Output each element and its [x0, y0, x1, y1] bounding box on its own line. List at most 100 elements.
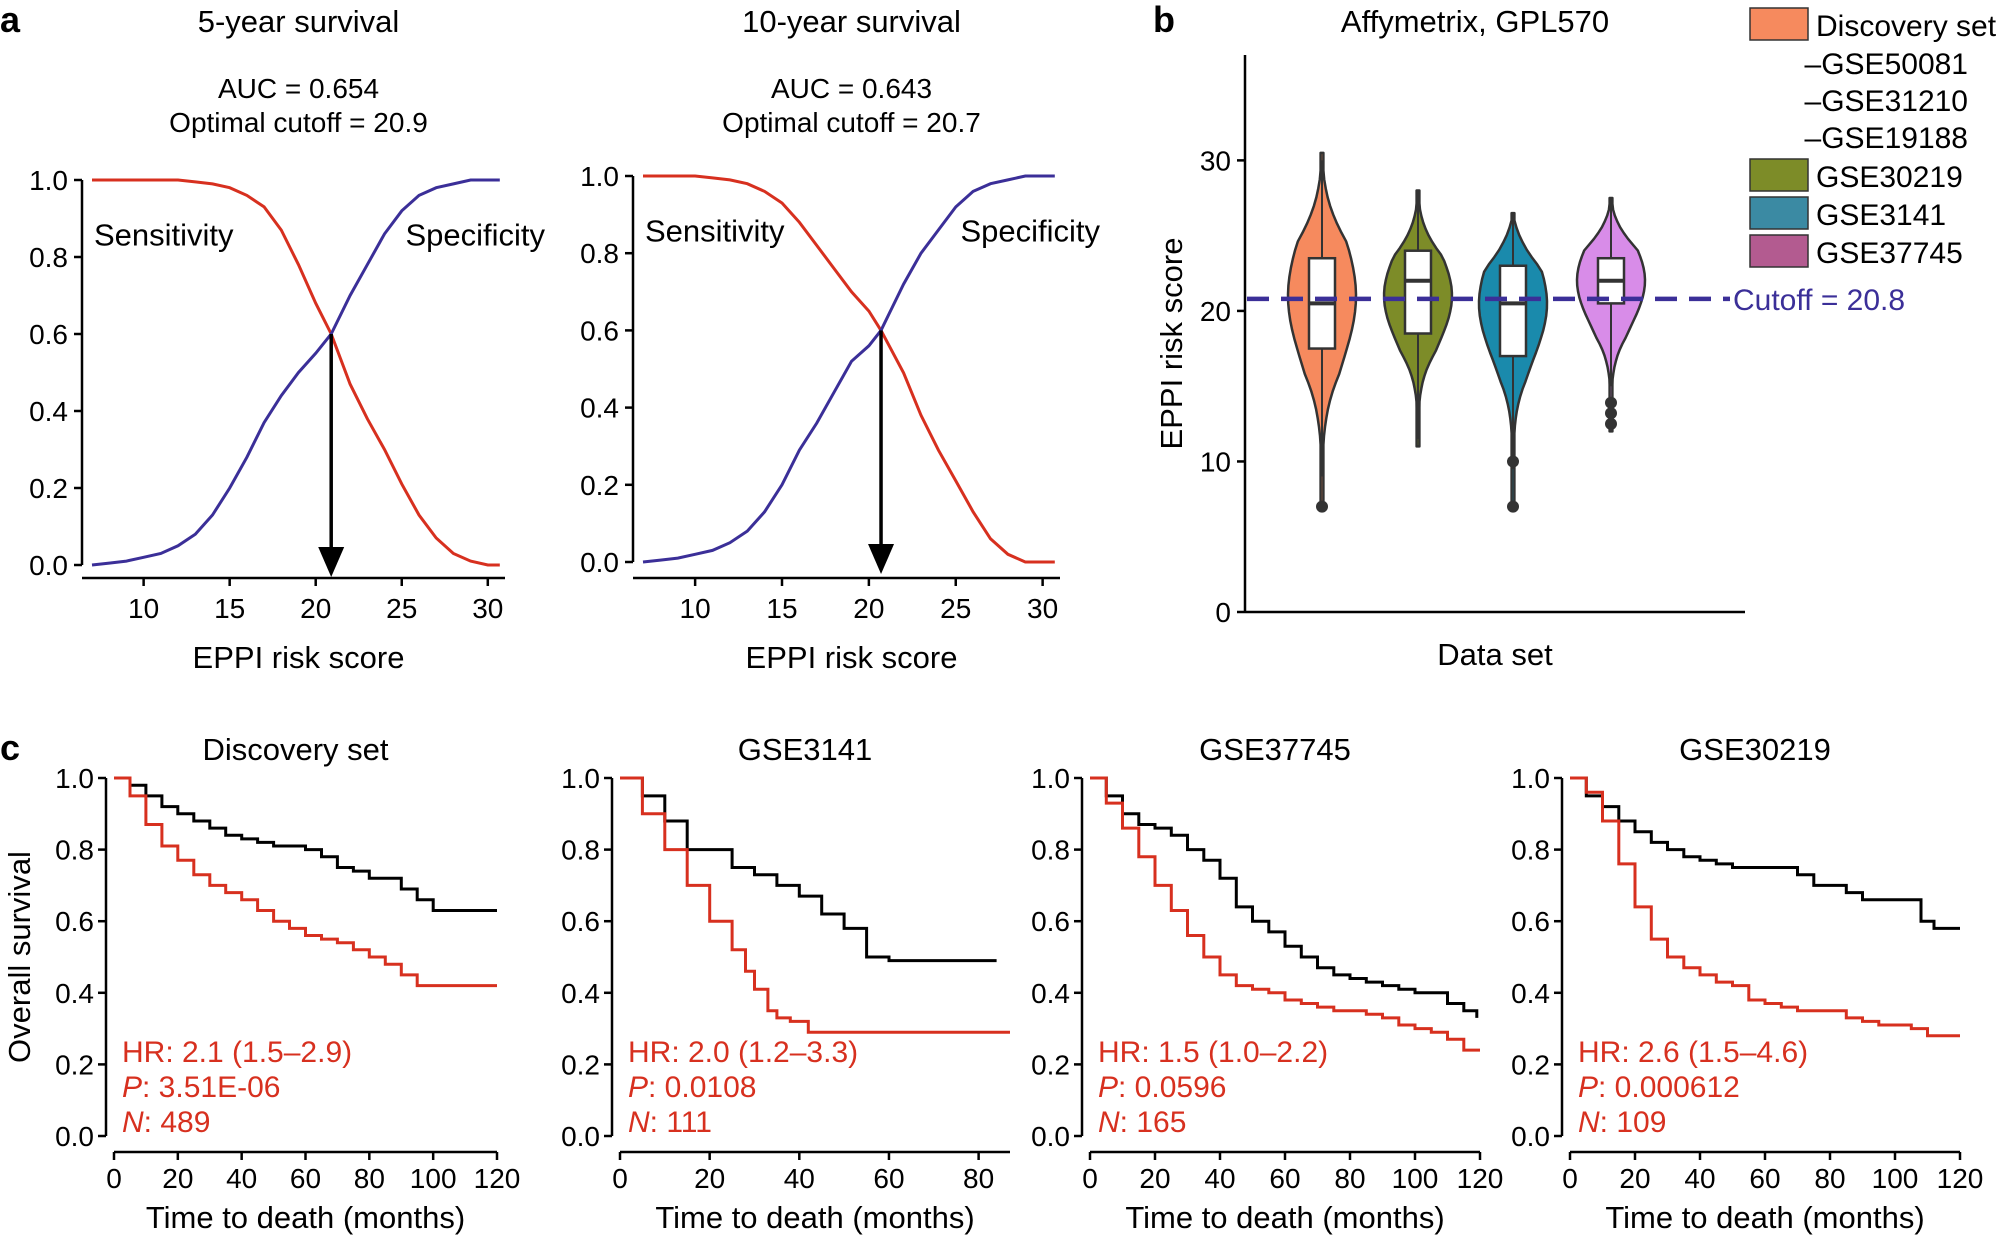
- x-tick-label: 100: [1872, 1163, 1919, 1194]
- series-line-sensitivity: [643, 174, 1055, 564]
- x-tick-label: 20: [694, 1163, 725, 1194]
- y-tick-label: 0.2: [1511, 1049, 1550, 1080]
- n-symbol: N: [1578, 1106, 1600, 1139]
- y-tick-label: 0.2: [29, 473, 68, 504]
- panel-letter-b: b: [1153, 0, 1175, 40]
- panel-letter-c: c: [0, 727, 20, 768]
- x-tick-label: 100: [410, 1163, 457, 1194]
- y-tick-label: 0.4: [580, 393, 619, 424]
- legend-label: GSE30219: [1816, 161, 1963, 194]
- p-symbol: P: [122, 1071, 142, 1104]
- y-tick-label: 0.2: [55, 1049, 94, 1080]
- optimal-cutoff-label: Optimal cutoff = 20.7: [722, 107, 981, 138]
- x-tick-label: 80: [1814, 1163, 1845, 1194]
- y-tick-label: 0.0: [55, 1121, 94, 1152]
- y-tick-label: 10: [1200, 446, 1231, 477]
- series-line-specificity: [91, 178, 500, 567]
- hazard-ratio-label: HR: 2.1 (1.5–2.9): [122, 1036, 352, 1069]
- x-tick-label: 0: [1562, 1163, 1578, 1194]
- n-value: : 165: [1120, 1106, 1187, 1139]
- x-tick-label: 60: [873, 1163, 904, 1194]
- violin-outlier: [1507, 455, 1519, 468]
- y-tick-label: 0.0: [580, 547, 619, 578]
- chart-title: 10-year survival: [742, 4, 961, 39]
- y-tick-label: 0.8: [561, 835, 600, 866]
- legend-label: Discovery set: [1816, 10, 1997, 43]
- x-tick-label: 30: [1027, 593, 1058, 624]
- y-tick-label: 0: [1215, 597, 1231, 628]
- km-curve-high-risk: [114, 776, 497, 988]
- cutoff-arrow-head: [318, 547, 345, 577]
- p-symbol: P: [628, 1071, 648, 1104]
- y-tick-label: 1.0: [1511, 763, 1550, 794]
- legend-label: GSE37745: [1816, 237, 1963, 270]
- x-tick-label: 0: [1082, 1163, 1098, 1194]
- cutoff-label: Cutoff = 20.8: [1733, 284, 1905, 317]
- p-value-label: P: 3.51E-06: [122, 1071, 280, 1104]
- x-tick-label: 0: [612, 1163, 628, 1194]
- p-symbol: P: [1578, 1071, 1598, 1104]
- x-tick-label: 20: [300, 593, 331, 624]
- n-value: : 109: [1600, 1106, 1667, 1139]
- hazard-ratio-label: HR: 2.6 (1.5–4.6): [1578, 1036, 1808, 1069]
- km-curve-low-risk: [620, 776, 997, 963]
- n-symbol: N: [1098, 1106, 1120, 1139]
- legend-sublabel: –GSE31210: [1805, 85, 1968, 118]
- p-value: : 0.0108: [648, 1071, 756, 1104]
- x-tick-label: 80: [1334, 1163, 1365, 1194]
- x-tick-label: 60: [1749, 1163, 1780, 1194]
- n-symbol: N: [628, 1106, 650, 1139]
- auc-label: AUC = 0.643: [771, 73, 932, 104]
- x-tick-label: 25: [940, 593, 971, 624]
- chart-title: GSE30219: [1679, 732, 1831, 767]
- chart-title: Discovery set: [202, 732, 388, 767]
- y-tick-label: 0.8: [1511, 835, 1550, 866]
- y-tick-label: 1.0: [55, 763, 94, 794]
- y-tick-label: 0.6: [29, 319, 68, 350]
- panel-letter-a: a: [0, 0, 21, 40]
- p-value-label: P: 0.000612: [1578, 1071, 1740, 1104]
- legend-sublabel: –GSE50081: [1805, 48, 1968, 81]
- legend-swatch: [1749, 7, 1809, 41]
- y-tick-label: 0.8: [55, 835, 94, 866]
- p-value: : 0.000612: [1598, 1071, 1740, 1104]
- y-tick-label: 0.4: [1511, 978, 1550, 1009]
- x-tick-label: 20: [162, 1163, 193, 1194]
- y-tick-label: 0.8: [580, 238, 619, 269]
- km-curve-high-risk: [1570, 776, 1960, 1038]
- violin-outlier: [1605, 407, 1617, 420]
- y-tick-label: 0.2: [580, 470, 619, 501]
- violin-outlier: [1605, 417, 1617, 430]
- y-tick-label: 0.6: [1031, 906, 1070, 937]
- y-axis-label: EPPI risk score: [1154, 238, 1189, 450]
- x-tick-label: 20: [1139, 1163, 1170, 1194]
- y-tick-label: 0.0: [561, 1121, 600, 1152]
- sample-size-label: N: 109: [1578, 1106, 1666, 1139]
- x-tick-label: 0: [106, 1163, 122, 1194]
- chart-title: GSE3141: [738, 732, 872, 767]
- x-tick-label: 20: [1619, 1163, 1650, 1194]
- series-line-sensitivity: [92, 178, 500, 567]
- p-value: : 0.0596: [1118, 1071, 1226, 1104]
- y-tick-label: 0.6: [1511, 906, 1550, 937]
- y-tick-label: 1.0: [1031, 763, 1070, 794]
- x-tick-label: 15: [766, 593, 797, 624]
- x-tick-label: 80: [963, 1163, 994, 1194]
- y-tick-label: 0.4: [29, 396, 68, 427]
- n-value: : 111: [650, 1106, 712, 1139]
- y-axis-label: Overall survival: [2, 851, 37, 1063]
- y-tick-label: 1.0: [561, 763, 600, 794]
- specificity-label: Specificity: [960, 214, 1100, 249]
- x-tick-label: 80: [354, 1163, 385, 1194]
- y-tick-label: 30: [1200, 145, 1231, 176]
- y-tick-label: 0.4: [55, 978, 94, 1009]
- y-tick-label: 1.0: [29, 165, 68, 196]
- km-curve-low-risk: [1090, 776, 1479, 1018]
- legend-swatch: [1749, 234, 1809, 268]
- y-tick-label: 0.6: [580, 315, 619, 346]
- x-axis-label: Data set: [1437, 637, 1553, 672]
- km-curve-low-risk: [114, 776, 497, 912]
- x-axis-label: Time to death (months): [1125, 1200, 1444, 1235]
- p-symbol: P: [1098, 1071, 1118, 1104]
